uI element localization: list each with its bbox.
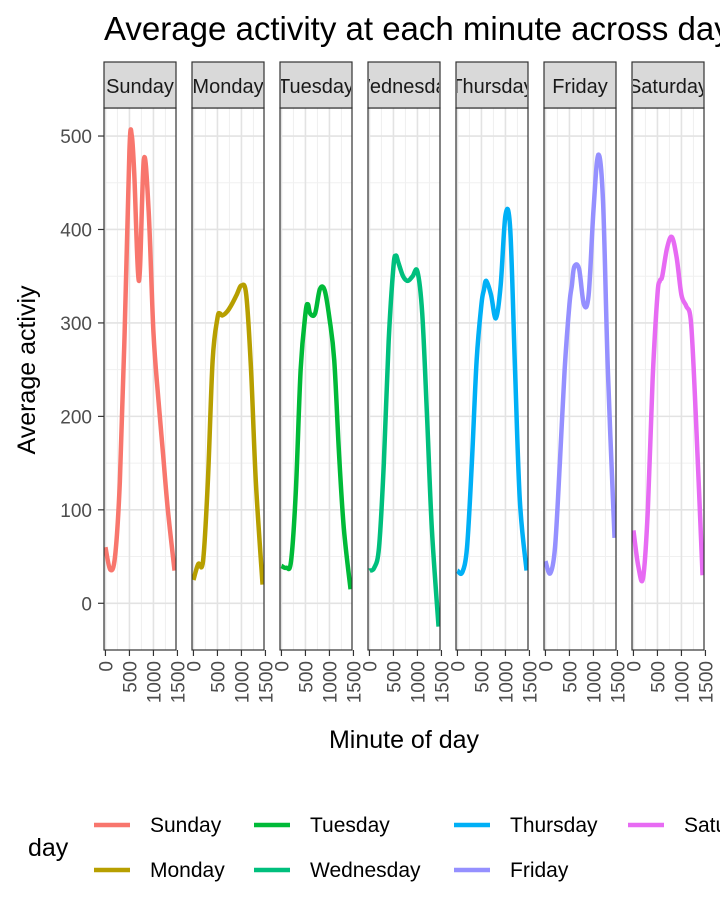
x-tick-label: 0 xyxy=(448,661,469,672)
strip-label: Friday xyxy=(552,76,608,98)
x-tick-label: 1500 xyxy=(608,661,629,703)
y-tick-label: 200 xyxy=(60,407,92,428)
series-line-monday xyxy=(192,282,264,585)
x-tick-label: 1000 xyxy=(144,661,165,703)
y-axis: 0 100 200 300 400 500 xyxy=(60,127,104,615)
x-tick-label: 500 xyxy=(472,661,493,693)
legend-item-thursday: Thursday xyxy=(454,814,598,837)
x-tick-label: 1500 xyxy=(168,661,189,703)
strip-background xyxy=(367,61,441,109)
y-tick-label: 400 xyxy=(60,220,92,241)
x-tick-label: 1500 xyxy=(432,661,453,703)
x-tick-label: 1000 xyxy=(408,661,429,703)
x-tick-label: 1500 xyxy=(344,661,365,703)
legend: Sunday Monday Tuesday Wednesday Thursday Frid… xyxy=(94,814,720,882)
series-line-wednesday xyxy=(368,253,440,627)
strip-label: Thursday xyxy=(450,76,533,98)
x-tick-label: 0 xyxy=(536,661,557,672)
legend-item-sunday: Sunday xyxy=(94,814,222,837)
x-tick-label: 500 xyxy=(648,661,669,693)
chart-title: Average activity at each minute across d… xyxy=(104,10,720,47)
legend-item-friday: Friday xyxy=(454,859,569,882)
x-tick-label: 1000 xyxy=(232,661,253,703)
panel-wednesday: Wednesday 0 500 1000 1500 xyxy=(351,61,456,703)
panel-friday: Friday 0 500 1000 1500 xyxy=(536,61,629,703)
y-tick-label: 100 xyxy=(60,501,92,522)
x-tick-label: 500 xyxy=(208,661,229,693)
strip-label: Sunday xyxy=(106,76,174,98)
strip-label: Tuesday xyxy=(278,76,354,98)
x-tick-label: 0 xyxy=(96,661,117,672)
strip-background xyxy=(191,61,265,109)
legend-title: day xyxy=(28,834,69,862)
strip-label: Wednesday xyxy=(351,76,456,98)
strip-background xyxy=(279,61,353,109)
series-line-tuesday xyxy=(280,284,352,590)
strip-label: Monday xyxy=(192,76,263,98)
legend-item-saturday: Saturday xyxy=(628,814,720,837)
legend-label: Tuesday xyxy=(310,814,390,837)
y-tick-label: 500 xyxy=(60,127,92,148)
legend-item-tuesday: Tuesday xyxy=(254,814,390,837)
legend-item-monday: Monday xyxy=(94,859,225,882)
x-tick-label: 0 xyxy=(624,661,645,672)
strip-background xyxy=(543,61,617,109)
strip-background xyxy=(631,61,705,109)
series-line-thursday xyxy=(456,206,528,577)
legend-label: Monday xyxy=(150,859,225,882)
x-tick-label: 0 xyxy=(360,661,381,672)
panel-tuesday: Tuesday 0 500 1000 1500 xyxy=(272,61,365,703)
strip-label: Saturday xyxy=(628,76,708,98)
x-tick-label: 1000 xyxy=(672,661,693,703)
x-tick-label: 0 xyxy=(184,661,205,672)
x-tick-label: 500 xyxy=(296,661,317,693)
x-tick-label: 1500 xyxy=(696,661,717,703)
panel-monday: Monday 0 500 1000 1500 xyxy=(184,61,277,703)
x-tick-label: 0 xyxy=(272,661,293,672)
strip-background xyxy=(455,61,529,109)
legend-label: Saturday xyxy=(684,814,720,837)
y-tick-label: 300 xyxy=(60,314,92,335)
panel-background xyxy=(368,108,440,650)
strip-background xyxy=(103,61,177,109)
series-line-friday xyxy=(544,152,616,576)
x-tick-label: 1000 xyxy=(584,661,605,703)
x-tick-label: 1500 xyxy=(256,661,277,703)
x-tick-label: 1500 xyxy=(520,661,541,703)
panel-thursday: Thursday 0 500 1000 1500 xyxy=(448,61,541,703)
series-line-saturday xyxy=(632,234,704,584)
legend-label: Thursday xyxy=(510,814,598,837)
legend-label: Friday xyxy=(510,859,569,882)
series-line-sunday xyxy=(104,127,176,573)
x-tick-label: 500 xyxy=(120,661,141,693)
panel-saturday: Saturday 0 500 1000 1500 xyxy=(624,61,717,703)
x-tick-label: 500 xyxy=(384,661,405,693)
x-tick-label: 1000 xyxy=(320,661,341,703)
legend-label: Wednesday xyxy=(310,859,421,882)
legend-label: Sunday xyxy=(150,814,222,837)
x-tick-label: 500 xyxy=(560,661,581,693)
panel-sunday: Sunday 0 500 1000 1500 xyxy=(96,61,189,703)
y-tick-label: 0 xyxy=(81,594,92,615)
x-tick-label: 1000 xyxy=(496,661,517,703)
legend-item-wednesday: Wednesday xyxy=(254,859,421,882)
x-axis-title: Minute of day xyxy=(329,726,480,754)
y-axis-title: Average activiy xyxy=(13,285,41,455)
